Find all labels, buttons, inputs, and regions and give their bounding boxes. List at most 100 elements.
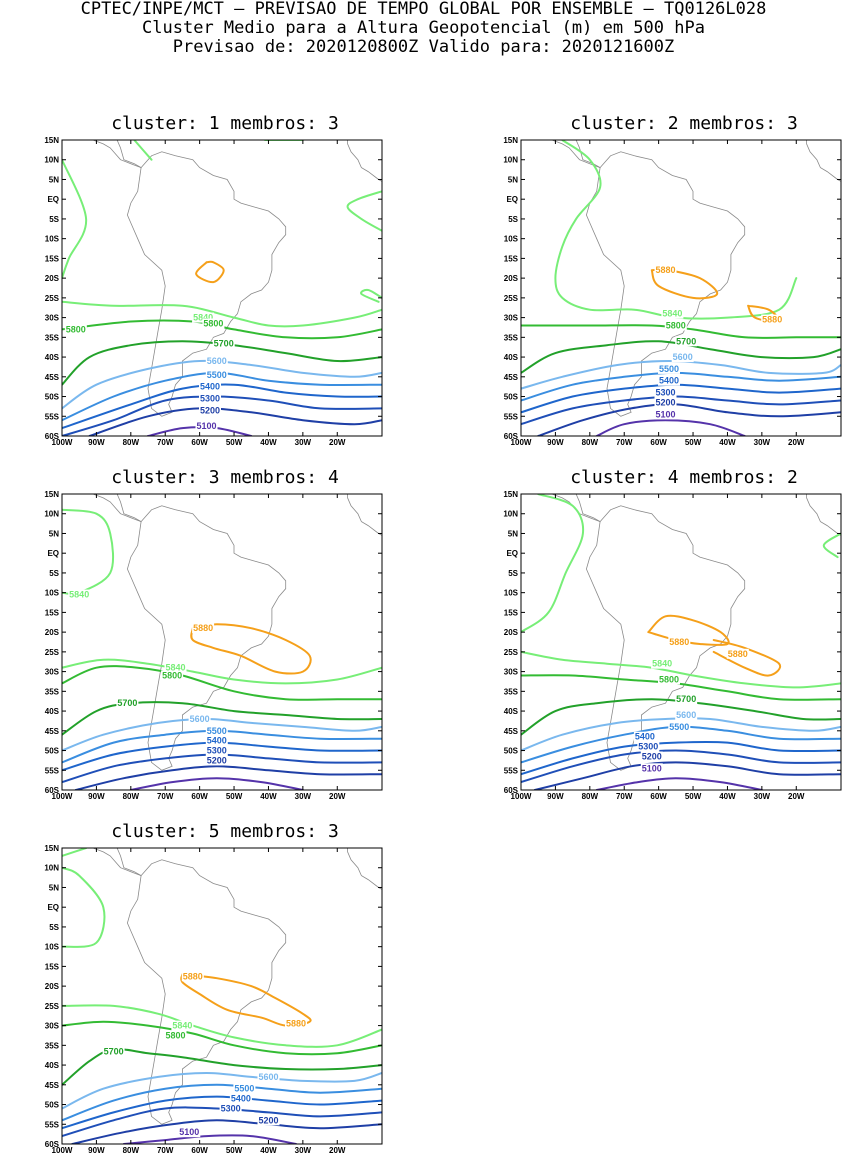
lat-tick-label: 15S — [45, 254, 60, 263]
lon-tick-label: 70W — [616, 438, 633, 447]
contour-5800 — [521, 324, 841, 339]
lon-tick-label: 80W — [123, 1146, 140, 1155]
contour-label-5700: 5700 — [676, 336, 696, 346]
lon-tick-label: 90W — [547, 438, 564, 447]
contour-label-5600: 5600 — [258, 1072, 278, 1082]
lon-tick-label: 50W — [685, 438, 702, 447]
lon-tick-label: 90W — [88, 438, 105, 447]
lon-tick-label: 60W — [650, 792, 667, 801]
contour-5300 — [62, 395, 382, 436]
lat-tick-label: 60S — [45, 432, 60, 441]
contour-label-bg — [199, 381, 221, 392]
contour-5400 — [62, 1095, 382, 1130]
contour-5600 — [62, 1072, 382, 1110]
lon-tick-label: 20W — [329, 438, 346, 447]
lon-tick-label: 60W — [191, 1146, 208, 1155]
header-line-1: CPTEC/INPE/MCT – PREVISAO DE TEMPO GLOBA… — [80, 0, 767, 19]
contour-5800 — [62, 1020, 382, 1056]
contour-label-5400: 5400 — [635, 732, 655, 742]
lat-tick-label: 5S — [49, 923, 59, 932]
contour-label-5880: 5880 — [193, 623, 213, 633]
contour-label-bg — [188, 714, 211, 724]
contour-5840 — [346, 190, 382, 232]
contour-5840 — [62, 866, 106, 948]
contour-label-5300: 5300 — [638, 742, 658, 752]
contour-label-5200: 5200 — [655, 398, 675, 408]
contour-5200 — [71, 1119, 382, 1144]
contour-5300 — [521, 749, 841, 784]
lat-tick-label: 55S — [504, 412, 519, 421]
lat-tick-label: 5N — [49, 883, 59, 892]
contour-label-bg — [199, 405, 221, 416]
lat-tick-label: EQ — [506, 549, 518, 558]
lat-tick-label: 60S — [504, 432, 519, 441]
lat-tick-label: 25S — [45, 1002, 60, 1011]
lat-tick-label: 45S — [504, 727, 519, 736]
lat-tick-label: 30S — [504, 668, 519, 677]
lon-tick-label: 30W — [754, 438, 771, 447]
lon-tick-label: 50W — [226, 792, 243, 801]
contour-label-bg — [640, 763, 663, 774]
lon-tick-label: 20W — [329, 1146, 346, 1155]
figure-header: CPTEC/INPE/MCT – PREVISAO DE TEMPO GLOBA… — [0, 0, 847, 57]
lon-tick-label: 40W — [260, 792, 277, 801]
contour-label-5700: 5700 — [214, 338, 234, 348]
lat-tick-label: 15N — [503, 490, 518, 499]
contour-label-5400: 5400 — [659, 376, 679, 386]
lat-tick-label: 15N — [44, 844, 59, 853]
lon-tick-label: 70W — [157, 1146, 174, 1155]
cluster-panel-2: cluster: 2 membros: 3 5880 5880 5840 5800 57… — [494, 114, 847, 454]
lat-tick-label: 5S — [49, 569, 59, 578]
lon-tick-label: 80W — [582, 792, 599, 801]
contour-label-bg — [257, 1115, 280, 1126]
contour-label-bg — [171, 1020, 194, 1031]
contour-label-5300: 5300 — [655, 388, 675, 398]
coastline-south-america — [585, 151, 746, 417]
cluster-map-4: 5880 5880 5840 5800 5700 5600 5500 540053005200… — [503, 490, 842, 801]
contour-label-bg — [205, 369, 228, 380]
lon-tick-label: 60W — [191, 792, 208, 801]
lon-tick-label: 50W — [226, 1146, 243, 1155]
contour-5200 — [533, 761, 841, 790]
contour-5700 — [62, 1048, 382, 1086]
lat-tick-label: 40S — [45, 353, 60, 362]
coastline-central-america-east — [116, 140, 142, 168]
lon-tick-label: 80W — [123, 438, 140, 447]
lat-tick-label: 60S — [504, 786, 519, 795]
lat-tick-label: 20S — [504, 274, 519, 283]
contour-5200 — [537, 403, 841, 436]
lat-tick-label: 55S — [45, 412, 60, 421]
lat-tick-label: 55S — [504, 766, 519, 775]
contour-label-5840: 5840 — [172, 1021, 192, 1031]
lon-tick-label: 70W — [157, 438, 174, 447]
contour-label-bg — [64, 324, 87, 335]
lon-tick-label: 90W — [547, 792, 564, 801]
contour-5880 — [712, 639, 782, 677]
contour-label-5700: 5700 — [117, 698, 137, 708]
contour-label-5500: 5500 — [234, 1084, 254, 1094]
contour-5400 — [521, 740, 841, 776]
contour-label-5800: 5800 — [203, 319, 223, 329]
contour-label-bg — [164, 1030, 187, 1041]
lat-tick-label: 25S — [504, 294, 519, 303]
lat-tick-label: 40S — [45, 707, 60, 716]
contour-label-5200: 5200 — [258, 1115, 278, 1125]
coastline-south-america — [126, 859, 287, 1125]
lon-tick-label: 100W — [52, 438, 73, 447]
lat-tick-label: 15N — [44, 136, 59, 145]
contour-label-5880: 5880 — [183, 971, 203, 981]
lat-tick-label: 5N — [508, 529, 518, 538]
lat-tick-label: 40S — [504, 707, 519, 716]
contour-label-bg — [658, 375, 680, 386]
map-frame — [61, 139, 383, 437]
contour-label-5200: 5200 — [207, 755, 227, 765]
contour-label-5600: 5600 — [190, 714, 210, 724]
coastline-africa — [806, 494, 841, 536]
contour-5700 — [62, 340, 382, 386]
contour-label-5300: 5300 — [207, 746, 227, 756]
contour-label-5300: 5300 — [221, 1104, 241, 1114]
contour-5840 — [554, 140, 798, 320]
lat-tick-label: 10N — [503, 156, 518, 165]
lat-tick-label: 60S — [45, 786, 60, 795]
